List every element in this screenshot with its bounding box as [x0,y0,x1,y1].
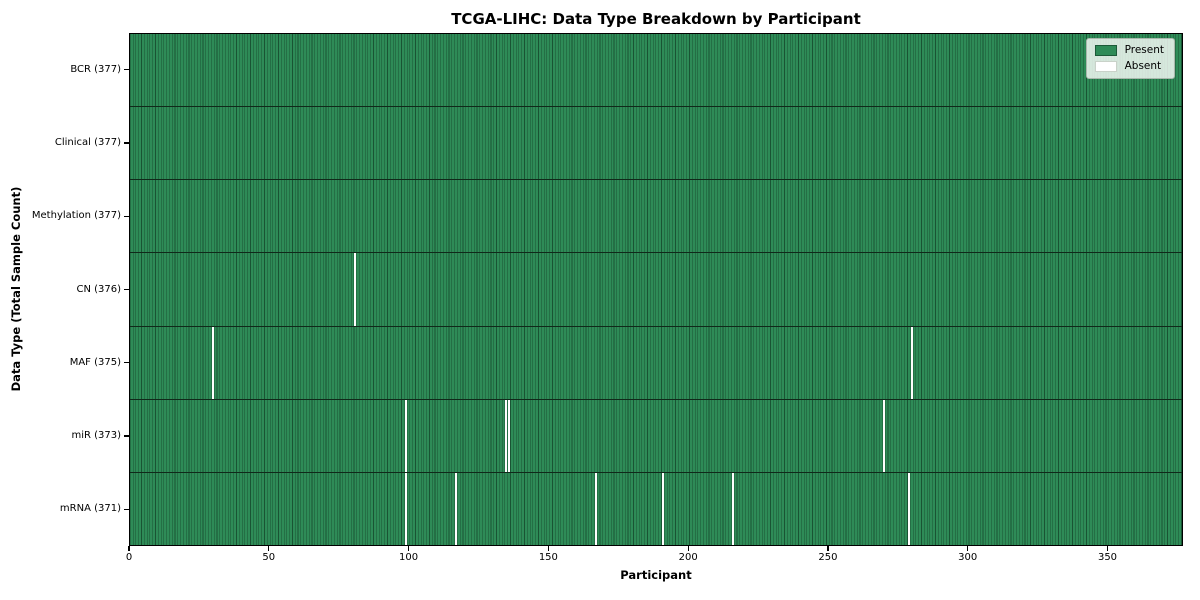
absent-cell [505,399,508,472]
y-tick-label: Methylation (377) [31,210,121,222]
x-tick-mark [128,546,130,551]
x-tick-label: 300 [958,552,978,563]
heatmap-row-MAF [130,326,1182,400]
legend-label: Absent [1124,60,1162,73]
y-tick-label: mRNA (371) [59,503,121,515]
legend-item-present: Present [1094,44,1164,57]
y-tick-label: miR (373) [71,430,121,442]
heatmap-rows [130,34,1182,545]
absent-cell [910,326,913,399]
heatmap-row-BCR [130,34,1182,108]
legend: Present Absent [1085,38,1175,79]
absent-cell [454,472,457,545]
absent-cell [594,472,597,545]
legend-swatch-present [1094,45,1117,56]
legend-label: Present [1124,44,1164,57]
x-tick-mark [547,546,549,551]
heatmap-row-Clinical [130,107,1182,181]
x-axis-label: Participant [620,568,692,582]
x-tick-mark [827,546,829,551]
legend-swatch-absent [1094,61,1117,72]
absent-cell [507,399,511,472]
heatmap-row-Methylation [130,180,1182,254]
x-tick-mark [687,546,689,551]
absent-cell [404,399,407,472]
x-tick-label: 150 [538,552,558,563]
y-tick-mark [124,435,129,437]
chart-title: TCGA-LIHC: Data Type Breakdown by Partic… [451,10,861,28]
y-tick-mark [124,69,129,71]
y-tick-mark [124,288,129,291]
x-tick-mark [268,546,270,551]
x-tick-label: 100 [399,552,419,563]
heatmap-row-mRNA [130,472,1182,545]
absent-cell [907,472,910,545]
y-tick-label: MAF (375) [69,356,121,368]
x-tick-mark [967,546,969,551]
absent-cell [661,472,664,545]
y-tick-label: Clinical (377) [54,136,121,148]
x-tick-label: 250 [818,552,838,563]
y-tick-mark [124,215,129,217]
y-tick-label: BCR (377) [70,63,121,75]
x-tick-label: 50 [262,552,276,563]
plot-area: Present Absent [129,33,1183,546]
y-tick-mark [124,142,129,144]
x-tick-label: 350 [1097,552,1118,563]
heatmap-row-CN [130,253,1182,327]
x-tick-label: 200 [678,552,698,563]
absent-cell [211,326,214,399]
absent-cell [731,472,734,545]
x-tick-mark [1106,546,1109,551]
legend-item-absent: Absent [1094,60,1164,73]
x-tick-mark [407,546,410,551]
heatmap-row-miR [130,399,1182,473]
absent-cell [354,253,357,326]
y-tick-mark [124,508,129,510]
absent-cell [404,472,407,545]
y-tick-label: CN (376) [76,283,121,295]
x-tick-label: 0 [125,552,133,563]
y-tick-mark [124,362,129,364]
absent-cell [882,399,885,472]
